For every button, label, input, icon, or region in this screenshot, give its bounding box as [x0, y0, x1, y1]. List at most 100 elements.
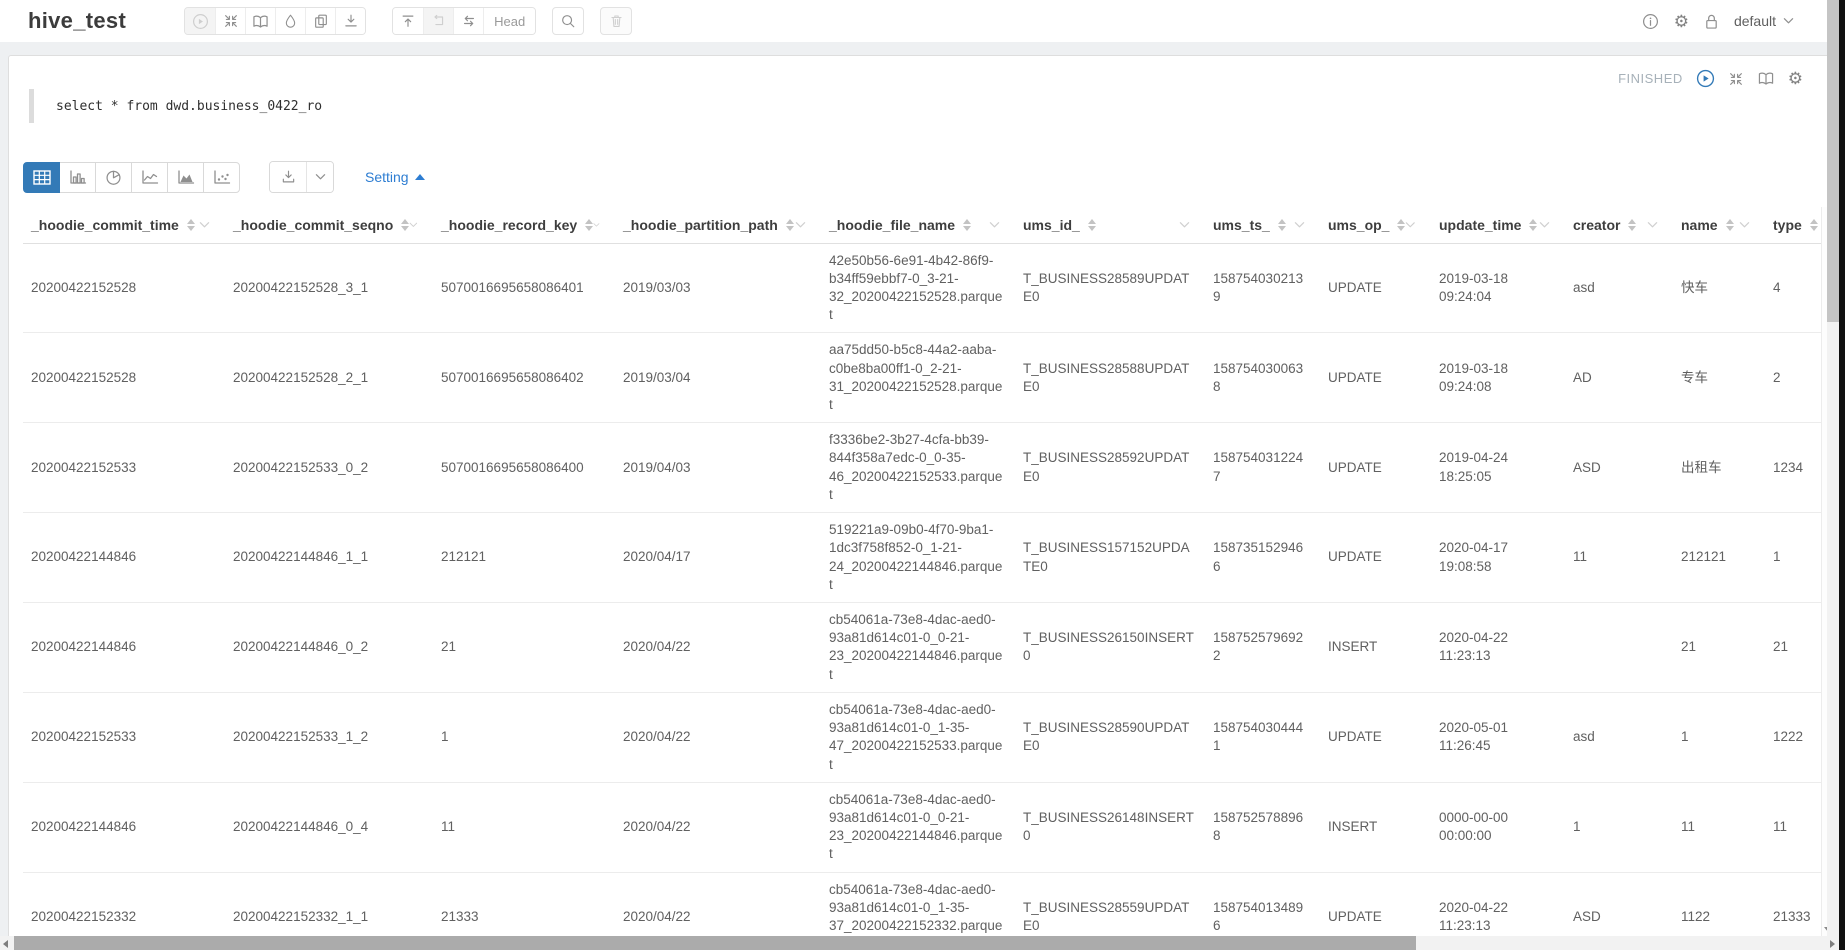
filter-chevron-icon[interactable] [1294, 221, 1305, 229]
table-header-cell[interactable]: update_time [1431, 207, 1565, 244]
clear-output-button[interactable] [275, 8, 306, 34]
table-cell: f3336be2-3b27-4cfa-bb39-844f358a7edc-0_0… [821, 422, 1015, 514]
code-editor[interactable]: select * from dwd.business_0422_ro [29, 89, 322, 123]
shrink-icon[interactable] [1728, 71, 1744, 87]
clone-note-button[interactable] [305, 8, 336, 34]
setting-toggle[interactable]: Setting [365, 169, 425, 185]
table-cell: 20200422152528_3_1 [225, 243, 433, 334]
table-cell [1565, 602, 1673, 693]
filter-chevron-icon[interactable] [989, 221, 1000, 229]
table-header-cell[interactable]: creator [1565, 207, 1673, 244]
table-cell: 专车 [1673, 332, 1765, 424]
sort-icon[interactable] [963, 218, 972, 231]
filter-chevron-icon[interactable] [593, 221, 600, 229]
table-cell: 42e50b56-6e91-4b42-86f9-b34ff59ebbf7-0_3… [821, 243, 1015, 334]
commit-button[interactable] [393, 8, 424, 34]
page-horizontal-scrollbar[interactable] [0, 936, 1839, 950]
table-cell: T_BUSINESS26148INSERT0 [1015, 782, 1205, 873]
sort-icon[interactable] [785, 218, 794, 231]
run-all-button[interactable] [185, 8, 216, 34]
table-header-cell[interactable]: _hoodie_partition_path [615, 207, 821, 244]
column-label: type [1773, 216, 1802, 233]
sort-icon[interactable] [1529, 218, 1538, 231]
sort-icon[interactable] [1628, 218, 1637, 231]
table-row: 20200422152533 20200422152533_0_2 50700166… [23, 422, 1829, 514]
table-cell: 1587540300638 [1205, 332, 1320, 424]
result-table-container: _hoodie_commit_time _hoodie_commit_seqno… [23, 207, 1829, 937]
delete-note-button[interactable] [600, 7, 633, 35]
tab-area-chart[interactable] [167, 161, 204, 193]
export-note-button[interactable] [335, 8, 366, 34]
filter-chevron-icon[interactable] [795, 221, 806, 229]
filter-chevron-icon[interactable] [1405, 221, 1416, 229]
tab-table[interactable] [23, 161, 60, 193]
table-header-cell[interactable]: _hoodie_commit_time [23, 207, 225, 244]
gear-icon[interactable]: ⚙ [1673, 11, 1689, 31]
table-header-cell[interactable]: ums_op_ [1320, 207, 1431, 244]
book-icon[interactable] [1757, 71, 1775, 86]
table-header-cell[interactable]: _hoodie_file_name [821, 207, 1015, 244]
sort-icon[interactable] [1397, 218, 1406, 231]
head-revision-button[interactable]: Head [483, 8, 536, 34]
scroll-left-arrow-icon[interactable] [3, 940, 8, 948]
toggle-output-button[interactable] [245, 8, 276, 34]
table-header-cell[interactable]: name [1673, 207, 1765, 244]
play-circle-icon[interactable] [1696, 69, 1715, 88]
sort-icon[interactable] [401, 218, 410, 231]
gear-icon[interactable]: ⚙ [1787, 69, 1803, 88]
paragraph-status-row: FINISHED ⚙ [1618, 69, 1803, 88]
sort-icon[interactable] [585, 218, 594, 231]
sort-icon[interactable] [1725, 218, 1734, 231]
vertical-scrollbar-thumb[interactable] [1827, 0, 1839, 322]
interpreter-selector[interactable]: default [1734, 13, 1794, 29]
scatter-chart-icon [213, 170, 230, 184]
tab-bar-chart[interactable] [59, 161, 96, 193]
topbar: hive_test [0, 0, 1839, 42]
tab-line-chart[interactable] [131, 161, 168, 193]
table-cell: 20200422152533 [23, 422, 225, 514]
sort-icon[interactable] [186, 218, 195, 231]
filter-chevron-icon[interactable] [1739, 221, 1750, 229]
download-options-button[interactable] [306, 162, 333, 192]
table-cell: ASD [1565, 872, 1673, 937]
table-row: 20200422152528 20200422152528_2_1 50700166… [23, 332, 1829, 424]
filter-chevron-icon[interactable] [1539, 221, 1550, 229]
sort-icon[interactable] [1087, 218, 1096, 231]
info-icon[interactable] [1642, 13, 1659, 30]
scroll-right-arrow-icon[interactable] [1830, 940, 1835, 948]
set-revision-button[interactable] [423, 8, 454, 34]
table-header-cell[interactable]: ums_ts_ [1205, 207, 1320, 244]
download-button[interactable] [270, 162, 306, 192]
table-row: 20200422152332 20200422152332_1_1 21333 202… [23, 872, 1829, 937]
sort-icon[interactable] [1809, 218, 1818, 231]
table-cell: 20200422152533_1_2 [225, 692, 433, 783]
column-label: ums_ts_ [1213, 216, 1270, 233]
page-vertical-scrollbar[interactable] [1827, 0, 1839, 950]
table-cell: 20200422152533_0_2 [225, 422, 433, 514]
column-label: _hoodie_commit_time [31, 216, 179, 233]
filter-chevron-icon[interactable] [1647, 221, 1658, 229]
table-header-cell[interactable]: type [1765, 207, 1829, 244]
shrink-icon [224, 15, 237, 27]
horizontal-scrollbar-thumb[interactable] [14, 936, 1416, 950]
version-control-group: Head [392, 7, 537, 35]
search-button[interactable] [552, 7, 585, 35]
table-header-cell[interactable]: _hoodie_record_key [433, 207, 615, 244]
table-cell: 1 [1565, 782, 1673, 873]
table-cell: cb54061a-73e8-4dac-aed0-93a81d614c01-0_0… [821, 602, 1015, 693]
table-header-cell[interactable]: ums_id_ [1015, 207, 1205, 244]
table-row: 20200422144846 20200422144846_0_4 11 2020/0… [23, 782, 1829, 873]
toggle-code-button[interactable] [215, 8, 246, 34]
filter-chevron-icon[interactable] [409, 221, 418, 229]
table-cell: 20200422144846 [23, 782, 225, 873]
tab-pie-chart[interactable] [95, 161, 132, 193]
compare-revisions-button[interactable] [453, 8, 484, 34]
lock-icon[interactable] [1704, 13, 1719, 30]
sort-icon[interactable] [1277, 218, 1286, 231]
filter-chevron-icon[interactable] [199, 221, 210, 229]
filter-chevron-icon[interactable] [1179, 221, 1190, 229]
table-cell: 1587525796922 [1205, 602, 1320, 693]
table-header-cell[interactable]: _hoodie_commit_seqno [225, 207, 433, 244]
tab-scatter-chart[interactable] [203, 161, 240, 193]
table-cell: 1222 [1765, 692, 1829, 783]
